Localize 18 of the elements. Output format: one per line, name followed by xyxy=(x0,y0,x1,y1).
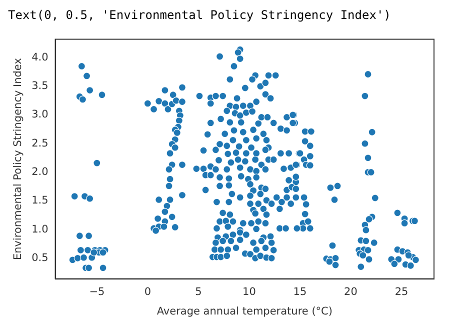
x-tick-label: 10 xyxy=(242,286,256,298)
y-tick-label: 3.0 xyxy=(32,108,48,121)
y-tick-label: 2.0 xyxy=(32,166,48,178)
x-axis-title: Average annual temperature (°C) xyxy=(156,305,332,318)
y-tick-label: 2.5 xyxy=(32,137,48,150)
x-tick-label: 20 xyxy=(344,286,358,298)
y-tick-label: 4.0 xyxy=(32,51,48,64)
x-tick-label: 25 xyxy=(394,286,408,298)
x-tick-label: 0 xyxy=(144,286,152,298)
text: Text(0, 0.5, 'Environmental Policy Stringency Index') xyxy=(8,8,392,24)
y-tick-label: 3.5 xyxy=(32,80,48,92)
x-tick-label: 5 xyxy=(195,286,202,298)
x-tick-label: 15 xyxy=(293,286,307,298)
y-tick-label: 1.0 xyxy=(32,223,48,236)
y-tick-label: 0.5 xyxy=(32,252,48,264)
x-tick-label: −5 xyxy=(89,286,105,298)
y-axis-title: Environmental Policy Stringency Index xyxy=(12,58,24,260)
y-tick-label: 1.5 xyxy=(32,194,48,207)
